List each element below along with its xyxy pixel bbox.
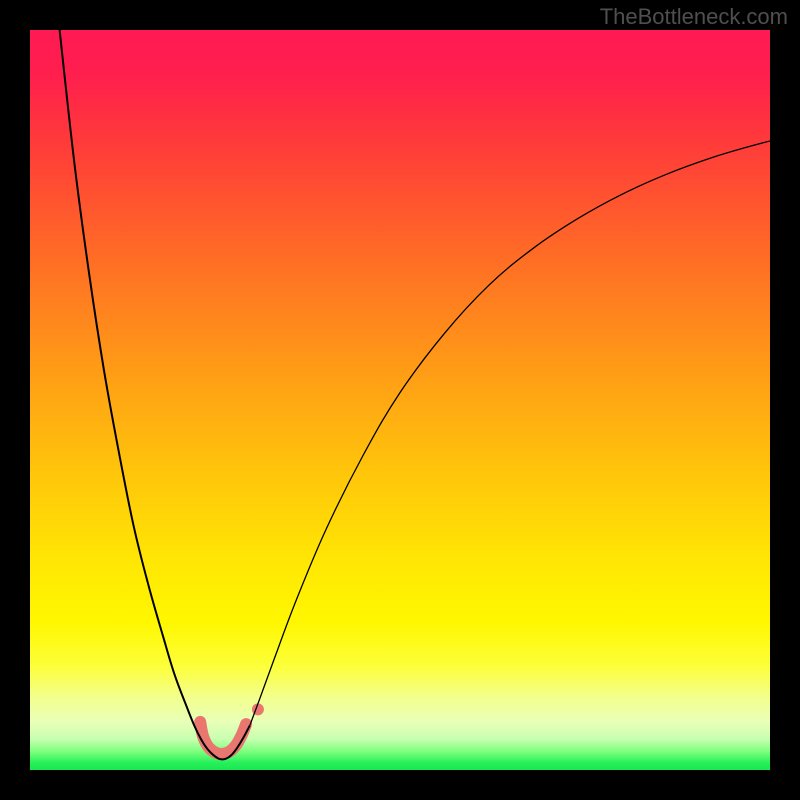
- watermark-text: TheBottleneck.com: [600, 4, 788, 30]
- chart-curves-layer: [30, 30, 770, 770]
- chart-plot-area: [30, 30, 770, 770]
- curve-left: [60, 30, 250, 759]
- curve-right: [250, 141, 770, 726]
- page-root: TheBottleneck.com: [0, 0, 800, 800]
